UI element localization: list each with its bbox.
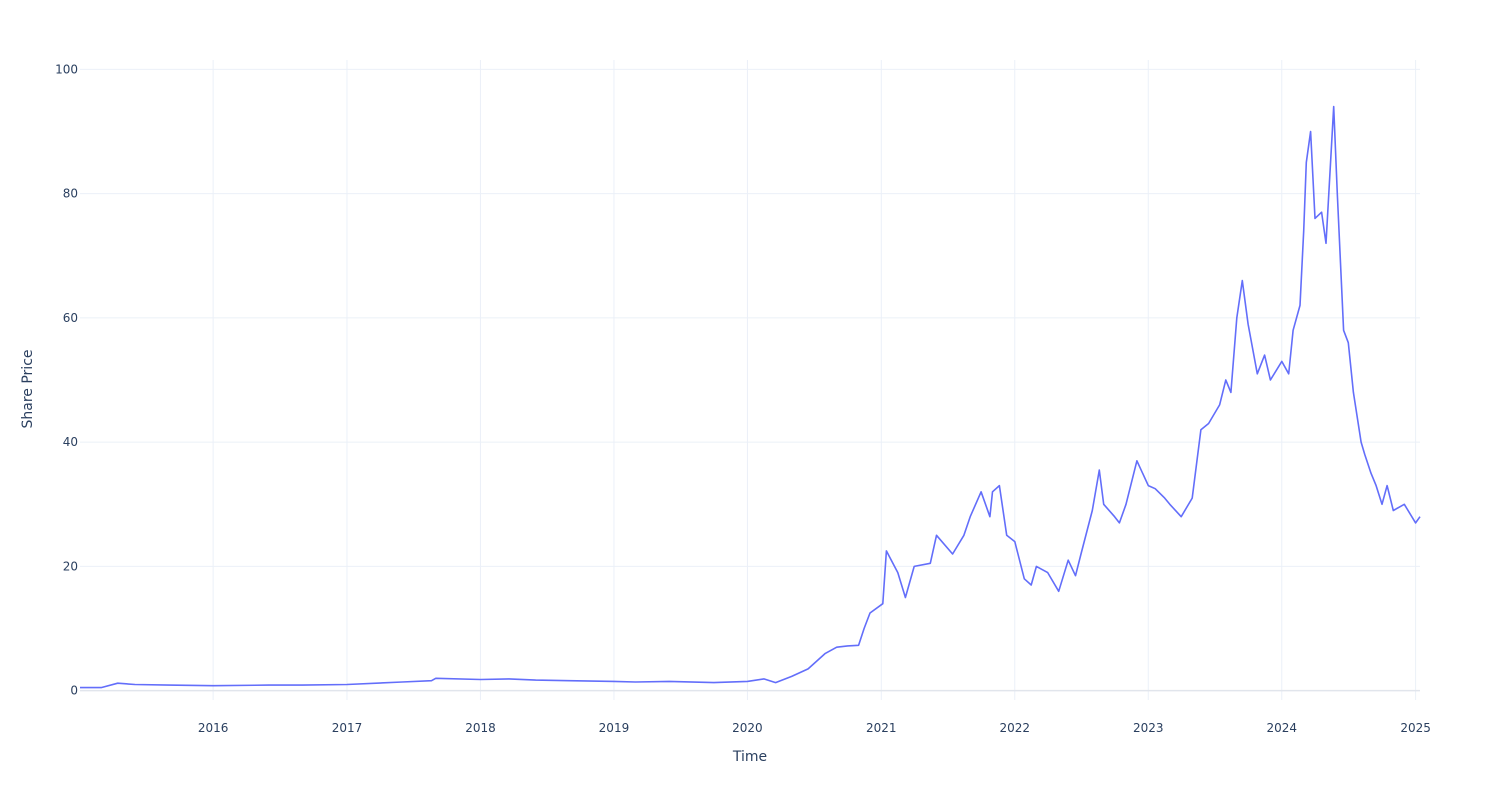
- y-tick-label-100: 100: [55, 62, 78, 76]
- x-tick-label-2023: 2023: [1133, 721, 1164, 735]
- series-layer: [80, 105, 1421, 689]
- y-tick-label-20: 20: [63, 559, 78, 573]
- x-tick-label-2019: 2019: [599, 721, 630, 735]
- x-tick-label-2024: 2024: [1266, 721, 1297, 735]
- x-tick-label-2025: 2025: [1400, 721, 1431, 735]
- tick-layer: 2016 2017 2018 2019 2020 2021 2022 2023 2024 2025…: [55, 62, 1431, 735]
- x-tick-label-2022: 2022: [1000, 721, 1031, 735]
- series-line-0: [80, 105, 1421, 689]
- grid-layer: [80, 60, 1420, 700]
- y-tick-label-80: 80: [63, 187, 78, 201]
- y-tick-label-40: 40: [63, 435, 78, 449]
- y-axis-title: Share Price: [20, 349, 36, 428]
- x-tick-label-2020: 2020: [732, 721, 763, 735]
- x-tick-label-2017: 2017: [332, 721, 363, 735]
- x-tick-label-2021: 2021: [866, 721, 897, 735]
- y-tick-label-60: 60: [63, 311, 78, 325]
- y-tick-label-0: 0: [70, 684, 78, 698]
- x-tick-label-2016: 2016: [198, 721, 229, 735]
- x-axis-title: Time: [732, 749, 767, 765]
- x-tick-label-2018: 2018: [465, 721, 496, 735]
